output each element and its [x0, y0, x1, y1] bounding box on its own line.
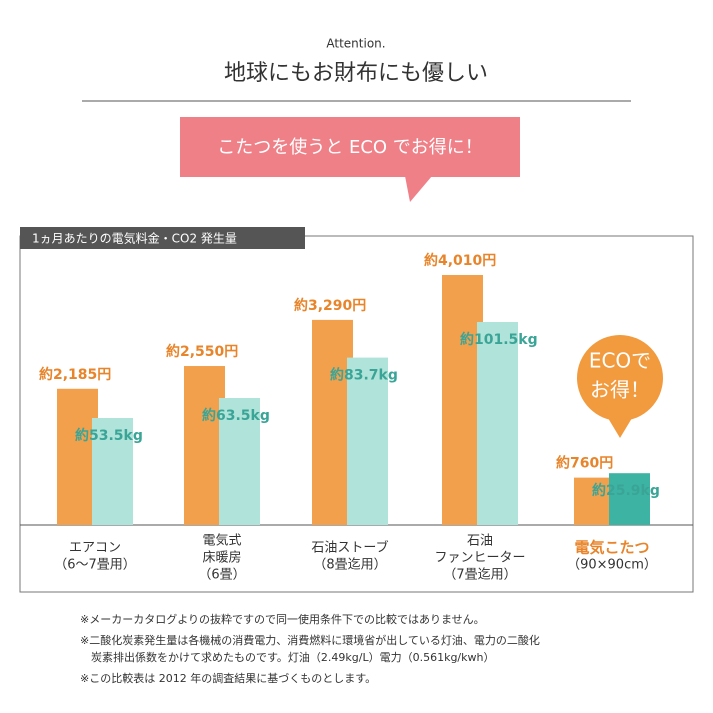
bar [219, 398, 260, 525]
x-tick-label: （7畳迄用） [443, 568, 516, 583]
bar [442, 275, 483, 525]
value-label: 約3,290円 [294, 297, 366, 314]
banner-text: こたつを使うと ECO でお得に！ [217, 137, 483, 158]
value-label: 約53.5kg [75, 427, 143, 444]
value-label: 約2,185円 [39, 366, 111, 383]
chart-tab [20, 227, 305, 249]
badge-text: ECOで [589, 349, 651, 373]
x-tick-label: （6畳） [198, 568, 245, 583]
x-tick-label: （6〜7畳用） [54, 558, 136, 573]
value-label: 約101.5kg [460, 331, 538, 348]
bar [609, 473, 650, 525]
bar [92, 418, 133, 525]
x-tick-label: （8畳迄用） [313, 558, 386, 573]
bar [347, 357, 388, 525]
chart-title: 1ヵ月あたりの電気料金・CO2 発生量 [32, 231, 237, 246]
badge-circle [577, 335, 663, 421]
kicker: Attention. [326, 37, 385, 51]
bar [477, 322, 518, 525]
x-tick-label: 電気式 [202, 533, 241, 549]
x-tick-label: 電気こたつ [574, 539, 649, 557]
footnote: 炭素排出係数をかけて求めたものです。灯油（2.49kg/L）電力（0.561kg… [80, 650, 494, 664]
x-tick-label: 石油ストーブ [311, 540, 388, 556]
value-label: 約2,550円 [166, 343, 238, 360]
bar [312, 319, 353, 525]
title: 地球にもお財布にも優しい [224, 61, 488, 86]
badge-text: お得！ [590, 378, 650, 402]
badge-pointer [608, 418, 632, 438]
value-label: 約25.9kg [592, 482, 660, 499]
value-label: 約83.7kg [330, 367, 398, 384]
bar [57, 388, 98, 525]
value-label: 約63.5kg [202, 407, 270, 424]
footnote: ※メーカーカタログよりの抜粋ですので同一使用条件下での比較ではありません。 [80, 612, 485, 626]
banner-pointer [405, 176, 432, 202]
x-tick-label: ファンヒーター [434, 551, 525, 566]
x-tick-label: 石油 [467, 534, 493, 549]
value-label: 約4,010円 [424, 252, 496, 269]
footnote: ※二酸化炭素発生量は各機械の消費電力、消費燃料に環境省が出している灯油、電力の二… [80, 633, 540, 647]
x-tick-label: エアコン [69, 541, 121, 556]
value-label: 約760円 [556, 455, 613, 472]
x-tick-label: 床暖房 [202, 550, 241, 566]
footnote: ※この比較表は 2012 年の調査結果に基づくものとします。 [80, 671, 376, 685]
chart-frame [19, 235, 694, 593]
x-tick-label: （90×90cm） [567, 558, 657, 573]
bar [184, 366, 225, 525]
banner-box [180, 117, 520, 177]
bar [574, 477, 615, 525]
